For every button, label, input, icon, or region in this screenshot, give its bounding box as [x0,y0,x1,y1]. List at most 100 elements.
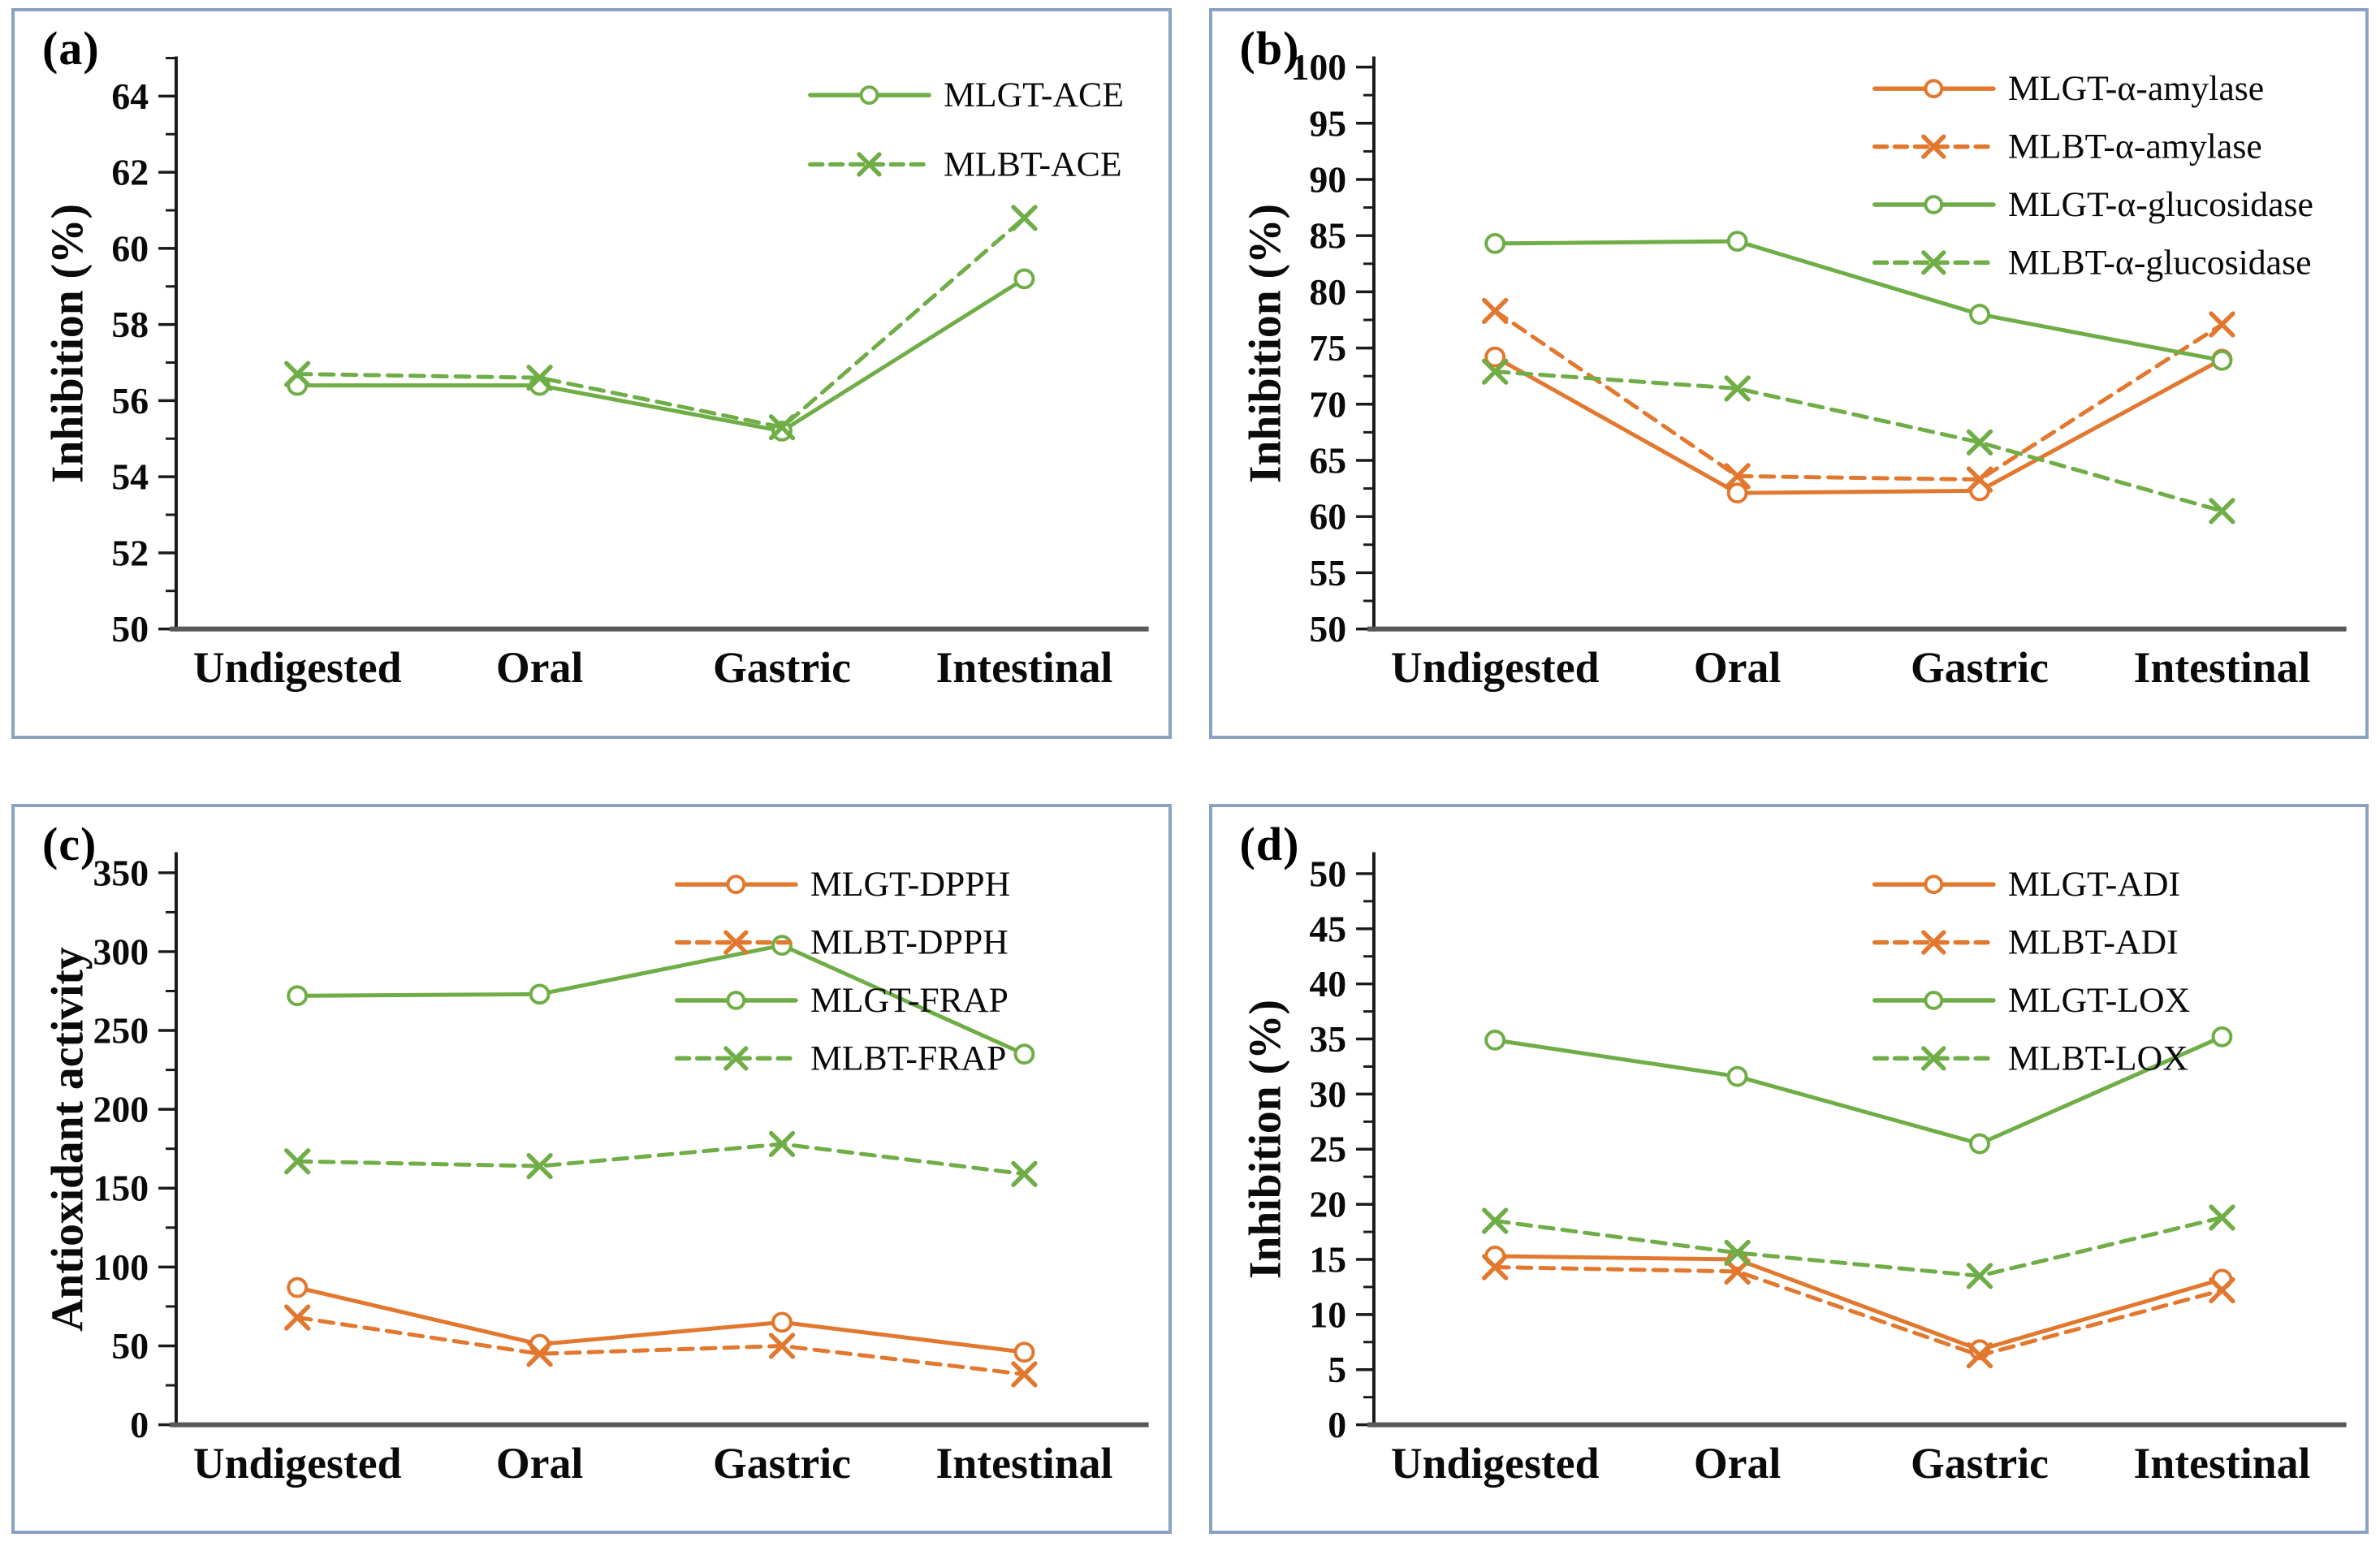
y-tick-label: 90 [1309,159,1346,201]
y-tick-label: 0 [130,1404,149,1445]
x-category-labels: Undigested Oral Gastric Intestinal [193,643,1113,692]
y-axis-label: Antioxidant activity [43,947,93,1332]
legend-item-mlbt-amylase: MLBT-α-amylase [1872,127,2261,166]
x-category-labels: Undigested Oral Gastric Intestinal [1390,1439,2310,1488]
y-tick-label: 150 [93,1167,149,1208]
y-axis-label: Inhibition (%) [1240,1000,1290,1279]
legend-item-mlbt-dpph: MLBT-DPPH [674,922,1009,961]
x-category-label-oral: Oral [1693,1439,1780,1488]
y-tick-labels: 50 52 54 56 58 60 62 64 [111,76,149,650]
y-tick-labels: 50 55 60 65 70 75 80 85 90 95 100 [1290,46,1346,650]
legend-item-mlbt-frap: MLBT-FRAP [674,1039,1006,1078]
series-markers-mlbt-lox [1481,1203,2235,1289]
chart-b: 50 55 60 65 70 75 80 85 90 95 100 Inhibition (%) Und… [1240,46,2347,692]
x-category-label-undigested: Undigested [1390,643,1599,692]
legend-label: MLGT-ACE [944,76,1124,114]
legend-item-mlbt-lox: MLBT-LOX [1872,1039,2188,1078]
series-line-mlbt-adi [1492,1264,2224,1358]
y-tick-label: 60 [111,227,149,269]
x-category-label-intestinal: Intestinal [2133,1439,2310,1488]
panel-c: (c) 0 50 100 150 200 250 300 350 Antioxidant act… [11,803,1172,1534]
legend-label: MLBT-ACE [944,145,1122,184]
y-tick-labels: 0 5 10 15 20 25 30 35 40 45 50 [1309,853,1346,1445]
x-category-label-undigested: Undigested [193,643,402,692]
legend-label: MLGT-ADI [2007,865,2179,904]
panel-a: (a) 50 52 54 56 58 60 62 64 Inhibition (%) Undige… [11,8,1172,739]
y-tick-label: 300 [93,931,149,972]
y-tick-label: 65 [1309,440,1346,482]
legend-label: MLGT-α-glucosidase [2007,185,2313,224]
y-axis [1355,56,1376,632]
y-tick-label: 56 [111,380,149,421]
y-axis [158,56,178,632]
legend-label: MLBT-ADI [2007,922,2178,961]
y-tick-labels: 0 50 100 150 200 250 300 350 [93,852,149,1445]
y-tick-label: 0 [1328,1404,1346,1445]
series-line-mlgt-frap [295,943,1026,1056]
x-category-label-intestinal: Intestinal [2133,643,2310,692]
y-tick-label: 95 [1309,102,1346,144]
y-tick-label: 54 [111,456,149,498]
y-tick-label: 64 [111,76,149,117]
x-category-label-intestinal: Intestinal [936,643,1113,692]
series-line-mlgt-glucosidase [1492,239,2224,363]
chart-d: 0 5 10 15 20 25 30 35 40 45 50 Inhibition (%) Undige… [1240,852,2347,1488]
legend-item-mlgt-ace: MLGT-ACE [808,76,1124,114]
series-line-mlbt-dpph [295,1315,1026,1376]
series-markers-mlgt-glucosidase [1484,231,2232,371]
y-axis [1355,852,1376,1428]
y-tick-label: 50 [1309,608,1346,650]
chart-c: 0 50 100 150 200 250 300 350 Antioxidant activit… [43,852,1149,1488]
series-line-mlbt-lox [1492,1215,2224,1278]
y-axis-label: Inhibition (%) [1240,204,1290,483]
series-markers-mlbt-glucosidase [1481,358,2235,525]
y-tick-label: 52 [111,532,149,573]
x-category-label-gastric: Gastric [713,1439,851,1488]
legend-label: MLBT-α-amylase [2007,127,2261,166]
y-tick-label: 50 [111,608,149,650]
y-tick-label: 85 [1309,215,1346,257]
legend-item-mlbt-adi: MLBT-ADI [1872,922,2178,961]
x-category-label-undigested: Undigested [193,1439,402,1488]
y-axis [158,852,178,1428]
series-line-mlbt-amylase [1492,309,2224,482]
series-line-mlgt-lox [1492,1034,2224,1146]
legend-label: MLGT-α-amylase [2007,69,2263,108]
panel-label-a: (a) [42,22,100,75]
legend-label: MLGT-DPPH [810,865,1010,904]
series-line-mlgt-ace [295,276,1026,434]
y-tick-label: 75 [1309,327,1346,369]
legend-label: MLBT-LOX [2007,1039,2188,1078]
series-line-mlgt-dpph [295,1285,1026,1354]
series-line-mlgt-amylase [1492,355,2224,495]
legend: MLGT-DPPH MLBT-DPPH MLGT-FRAP MLBT-FRAP [674,865,1010,1078]
legend-item-mlgt-adi: MLGT-ADI [1872,865,2180,904]
y-tick-label: 25 [1309,1128,1346,1169]
series-markers-mlbt-adi [1481,1253,2235,1368]
y-tick-label: 10 [1309,1294,1346,1335]
series-line-mlbt-frap [295,1141,1026,1176]
legend: MLGT-α-amylase MLBT-α-amylase MLGT-α-gluco… [1872,69,2313,282]
y-tick-label: 5 [1328,1349,1346,1390]
panel-d: (d) 0 5 10 15 20 25 30 35 40 45 50 Inhibition (%) Un… [1208,803,2369,1534]
x-category-label-undigested: Undigested [1390,1439,1599,1488]
y-tick-label: 100 [93,1246,149,1287]
y-tick-label: 20 [1309,1183,1346,1225]
series-markers-mlbt-amylase [1481,297,2235,493]
y-tick-label: 70 [1309,383,1346,425]
panel-b: (b) 50 55 60 65 70 75 80 85 90 95 100 Inhibition (%… [1208,8,2369,739]
y-tick-label: 350 [93,852,149,893]
series-markers-mlbt-dpph [283,1303,1038,1388]
y-tick-label: 50 [1309,853,1346,894]
y-tick-label: 250 [93,1009,149,1051]
panel-label-d: (d) [1239,817,1300,870]
x-category-labels: Undigested Oral Gastric Intestinal [1390,643,2310,692]
y-tick-label: 50 [111,1325,149,1367]
legend-label: MLBT-DPPH [810,922,1009,961]
y-tick-label: 60 [1309,496,1346,538]
y-tick-label: 35 [1309,1018,1346,1060]
panel-label-b: (b) [1239,22,1300,75]
y-axis-label: Inhibition (%) [43,204,93,483]
legend-item-mlbt-ace: MLBT-ACE [808,145,1122,184]
x-category-labels: Undigested Oral Gastric Intestinal [193,1439,1113,1488]
